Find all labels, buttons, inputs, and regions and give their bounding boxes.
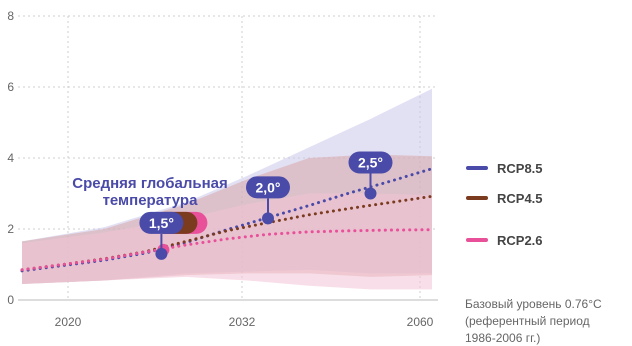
y-tick-label-8: 8	[7, 9, 14, 23]
x-tick-label-2060: 2060	[407, 315, 434, 329]
x-tick-label-2020: 2020	[55, 315, 82, 329]
legend-label-rcp45: RCP4.5	[497, 191, 543, 206]
marker-dot-0	[155, 247, 168, 260]
chart-title-line-2: температура	[103, 192, 199, 209]
marker-dot-1	[262, 212, 274, 225]
marker-dot-2	[364, 187, 377, 200]
series-line-rcp26	[20, 228, 434, 272]
y-tick-label-0: 0	[7, 293, 14, 307]
band-rcp26	[22, 193, 432, 290]
baseline-note-line-3: 1986-2006 гг.)	[465, 331, 540, 345]
legend: RCP8.5 RCP4.5 RCP2.6	[466, 161, 543, 248]
marker-bubble-2	[348, 151, 393, 174]
marker-bubble-1	[246, 176, 290, 199]
baseline-note-line-1: Базовый уровень 0.76°C	[465, 297, 602, 311]
threshold-markers: 1,5° 2,0° 2,5°	[139, 151, 393, 260]
chart-title-line-1: Средняя глобальная	[72, 175, 227, 192]
y-tick-label-4: 4	[7, 151, 14, 165]
y-tick-label-6: 6	[7, 80, 14, 94]
marker-label-2: 2,5°	[358, 155, 383, 171]
x-axis-ticks: 2020 2032 2060	[55, 315, 434, 329]
marker-label-1: 2,0°	[255, 179, 280, 195]
series-lines	[20, 167, 434, 273]
baseline-note-line-2: (референтный период	[465, 314, 590, 328]
legend-label-rcp85: RCP8.5	[497, 161, 543, 176]
marker-bubble-0	[139, 211, 184, 234]
series-line-rcp45	[20, 194, 434, 272]
y-tick-label-2: 2	[7, 222, 14, 236]
y-axis-ticks: 0 2 4 6 8	[7, 9, 14, 307]
marker-label-0: 1,5°	[149, 215, 174, 231]
x-tick-label-2032: 2032	[229, 315, 256, 329]
uncertainty-bands	[22, 88, 432, 290]
legend-label-rcp26: RCP2.6	[497, 233, 543, 248]
